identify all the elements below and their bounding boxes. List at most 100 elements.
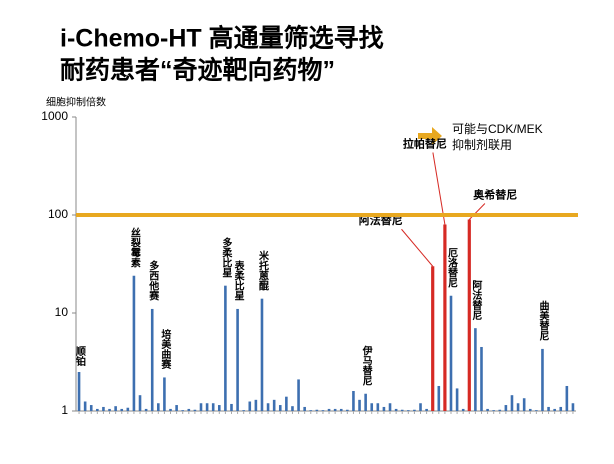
bar	[541, 348, 544, 411]
bar	[352, 390, 355, 411]
bar	[321, 410, 325, 411]
bar-label: 奥希替尼	[472, 187, 517, 201]
y-tick-label: 1	[61, 403, 68, 417]
bar	[132, 275, 136, 411]
bar	[224, 285, 227, 411]
bar	[455, 388, 459, 411]
bar	[492, 410, 495, 411]
bar	[126, 407, 130, 411]
bar	[516, 403, 520, 411]
bar-label: 曲美替尼	[537, 300, 549, 342]
bar-label: 顺铂	[74, 346, 86, 367]
bar-label: 表柔比星	[232, 260, 245, 301]
bar	[474, 328, 477, 411]
bar	[346, 409, 349, 411]
bar	[217, 405, 221, 411]
bar	[96, 408, 99, 411]
y-tick-label: 100	[48, 207, 68, 221]
bar	[376, 403, 380, 411]
bar-label: 厄洛替尼	[446, 248, 458, 289]
y-tick-label: 10	[55, 305, 69, 319]
bar	[89, 405, 93, 411]
bar-label: 拉帕替尼	[403, 136, 447, 150]
bar	[364, 393, 367, 411]
bar	[187, 408, 191, 411]
bar	[77, 372, 81, 411]
annotation: 可能与CDK/MEK	[452, 122, 543, 136]
bar	[102, 406, 105, 411]
chart-title: 耐药患者“奇迹靶向药物”	[60, 56, 335, 85]
bar	[358, 399, 361, 411]
bar	[144, 408, 148, 411]
bar-label: 多柔比星	[220, 236, 233, 277]
bar-label: 阿法替尼	[470, 280, 482, 321]
bar	[553, 408, 556, 411]
label-pointer	[468, 203, 486, 220]
bar	[303, 406, 306, 411]
bar-label: 米托蒽醌	[256, 249, 268, 291]
bar	[449, 295, 453, 411]
bar	[260, 298, 264, 411]
label-pointer	[432, 152, 446, 225]
bar-label: 丝裂霉素	[128, 227, 141, 269]
bar	[254, 399, 258, 411]
bar	[504, 405, 508, 411]
y-axis-label: 细胞抑制倍数	[46, 96, 106, 109]
annotation: 抑制剂联用	[452, 137, 512, 152]
bar	[108, 408, 111, 411]
bar	[309, 410, 313, 411]
bar	[278, 405, 282, 411]
bar	[211, 403, 215, 411]
bar	[157, 403, 160, 411]
y-tick-label: 1000	[41, 109, 68, 123]
bar	[535, 410, 538, 411]
bar-label: 伊马替尼	[360, 345, 373, 387]
bar	[150, 308, 154, 411]
bar	[114, 406, 117, 411]
bar	[382, 406, 386, 411]
bar	[163, 377, 166, 411]
bar	[461, 408, 465, 411]
bar	[419, 403, 422, 411]
bar	[181, 410, 185, 411]
bar	[559, 406, 563, 411]
arrow-icon	[418, 127, 442, 145]
bar	[291, 406, 294, 411]
bar	[297, 379, 300, 411]
bar	[571, 403, 575, 411]
bar	[443, 224, 447, 411]
label-pointer	[401, 228, 434, 267]
bar	[236, 308, 239, 411]
bar	[413, 409, 416, 411]
bar	[138, 395, 142, 411]
bar	[169, 408, 172, 411]
bar	[266, 403, 270, 411]
bar	[315, 409, 319, 411]
bar	[425, 408, 428, 411]
bar	[193, 409, 197, 411]
bar	[437, 385, 441, 411]
bar	[248, 401, 252, 411]
bar	[498, 409, 502, 411]
bar	[528, 408, 532, 411]
chart-title: i-Chemo-HT 高通量筛选寻找	[60, 24, 384, 53]
bar	[370, 403, 374, 411]
bar	[285, 396, 288, 411]
bar	[199, 403, 203, 411]
bar	[205, 403, 209, 411]
bar	[327, 408, 331, 411]
bar	[175, 405, 178, 411]
bar	[565, 385, 569, 411]
bar	[510, 395, 514, 411]
bar-label: 培美曲赛	[159, 328, 172, 370]
bar	[333, 408, 337, 411]
bar	[547, 406, 550, 411]
bar	[339, 408, 343, 411]
bar	[467, 219, 471, 411]
bar	[120, 408, 124, 411]
bar	[522, 398, 526, 411]
bar	[230, 403, 233, 411]
bar-label: 多西他赛	[147, 260, 160, 302]
bar	[242, 410, 245, 411]
